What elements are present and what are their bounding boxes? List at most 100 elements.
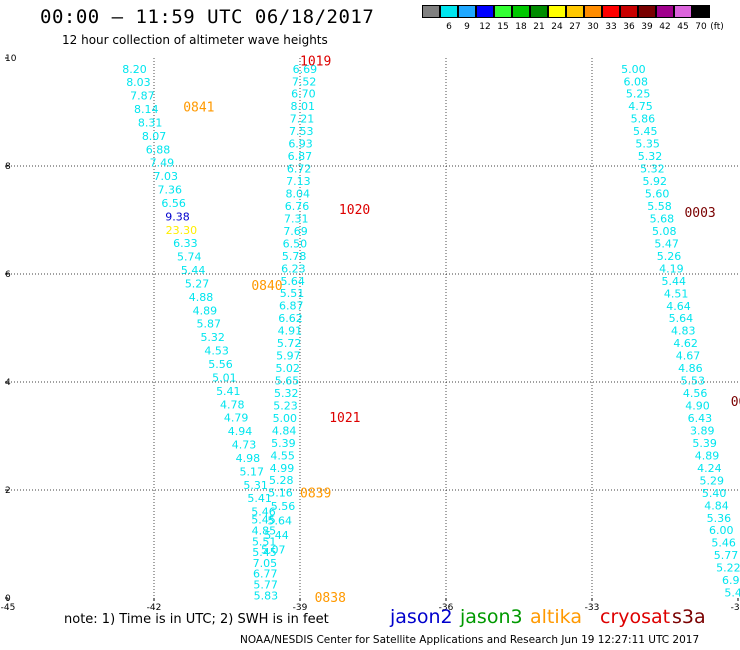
colorbar-label: 18	[515, 22, 527, 32]
swh-value: 5.07	[261, 543, 286, 556]
swh-value: 4.86	[678, 362, 703, 375]
x-tick-label: -30	[731, 603, 740, 613]
swh-value: 5.41	[247, 492, 272, 505]
swh-value: 7.87	[130, 90, 155, 103]
swh-value: 7.69	[283, 225, 308, 238]
swh-value: 4.51	[664, 287, 689, 300]
swh-value: 5.87	[197, 318, 222, 331]
swh-value: 5.77	[253, 579, 278, 592]
swh-value: 8.14	[134, 103, 159, 116]
swh-value: 5.46	[711, 537, 736, 550]
y-tick-label: 6	[5, 270, 11, 280]
swh-value: 8.04	[285, 187, 310, 200]
swh-value: 4.91	[278, 325, 303, 338]
swh-value: 8.31	[138, 116, 163, 129]
swh-value: 5.56	[208, 358, 233, 371]
colorbar-label: 24	[551, 22, 563, 32]
swh-value: 6.00	[709, 524, 734, 537]
satellite-legend-item: jason2	[390, 606, 453, 628]
colorbar-label: 21	[533, 22, 545, 32]
swh-value: 5.35	[635, 138, 660, 151]
swh-value: 5.01	[212, 371, 237, 384]
swh-value: 6.88	[146, 143, 171, 156]
swh-value: 4.84	[272, 424, 297, 437]
colorbar-label: 15	[497, 22, 509, 32]
swh-value: 5.32	[638, 150, 663, 163]
swh-value: 5.40	[702, 487, 727, 500]
colorbar-swatch	[494, 5, 512, 18]
swh-value: 5.17	[240, 465, 265, 478]
swh-value: 5.58	[647, 200, 672, 213]
swh-value: 5.77	[714, 549, 739, 562]
swh-value: 5.64	[280, 275, 305, 288]
colorbar-swatch	[656, 5, 674, 18]
swh-value: 7.31	[284, 212, 309, 225]
time-label: 0841	[183, 101, 214, 116]
colorbar-label: 39	[641, 22, 653, 32]
swh-value: 5.44	[264, 529, 289, 542]
colorbar-label: 33	[605, 22, 617, 32]
swh-value: 9.38	[165, 210, 190, 223]
swh-value: 23.30	[166, 224, 198, 237]
x-tick-label: -36	[439, 603, 454, 613]
colorbar-swatch	[692, 5, 710, 18]
swh-value: 5.00	[273, 412, 298, 425]
swh-value: 6.93	[288, 138, 313, 151]
swh-value: 6.76	[285, 200, 310, 213]
swh-value: 5.65	[275, 374, 300, 387]
swh-value: 4.78	[220, 398, 245, 411]
satellite-legend-item: cryosat	[600, 606, 671, 628]
colorbar-swatch	[530, 5, 548, 18]
swh-value: 5.64	[669, 312, 694, 325]
swh-value: 5.64	[267, 515, 292, 528]
colorbar-label: 36	[623, 22, 635, 32]
swh-value: 4.62	[673, 337, 698, 350]
y-tick-label: 4	[5, 378, 11, 388]
swh-value: 8.07	[142, 130, 167, 143]
swh-value: 5.45	[251, 514, 276, 527]
swh-value: 5.74	[177, 251, 202, 264]
swh-value: 4.89	[193, 304, 218, 317]
y-tick-label: 2	[5, 486, 11, 496]
swh-value: 6.69	[293, 63, 318, 76]
swh-value: 5.08	[652, 225, 677, 238]
swh-value: 6.43	[688, 412, 713, 425]
swh-value: 5.32	[200, 331, 225, 344]
swh-value: 5.44	[661, 275, 686, 288]
x-tick-label: -45	[1, 603, 16, 613]
colorbar-label: 27	[569, 22, 581, 32]
time-label: 1021	[329, 411, 360, 426]
swh-value: 4.64	[666, 300, 691, 313]
swh-value: 3.89	[690, 424, 715, 437]
colorbar-swatch	[548, 5, 566, 18]
swh-value: 6.56	[161, 197, 186, 210]
swh-value: 6.08	[623, 75, 648, 88]
page-subtitle: 12 hour collection of altimeter wave hei…	[62, 33, 328, 47]
swh-value: 5.78	[282, 250, 307, 263]
swh-value: 7.05	[253, 557, 278, 570]
swh-value: 5.45	[633, 125, 658, 138]
swh-value: 5.25	[626, 88, 651, 101]
swh-value: 4.98	[236, 452, 261, 465]
swh-value: 5.41	[216, 385, 241, 398]
swh-value: 5.39	[692, 437, 717, 450]
swh-value: 4.88	[189, 291, 214, 304]
y-tick-label: 10	[5, 54, 17, 64]
swh-value: 6.70	[291, 88, 316, 101]
swh-value: 7.13	[286, 175, 311, 188]
swh-value: 4.79	[224, 412, 249, 425]
swh-value: 5.68	[650, 212, 675, 225]
swh-value: 4.55	[270, 449, 295, 462]
swh-value: 5.28	[269, 474, 294, 487]
swh-value: 6.50	[283, 237, 308, 250]
swh-value: 5.32	[274, 387, 299, 400]
swh-value: 6.87	[279, 300, 304, 313]
colorbar-swatch	[638, 5, 656, 18]
swh-value: 6.62	[278, 312, 303, 325]
swh-value: 4.24	[697, 462, 722, 475]
swh-value: 8.01	[290, 100, 315, 113]
swh-value: 4.56	[683, 387, 708, 400]
swh-value: 7.36	[157, 184, 182, 197]
swh-value: 5.47	[654, 237, 679, 250]
